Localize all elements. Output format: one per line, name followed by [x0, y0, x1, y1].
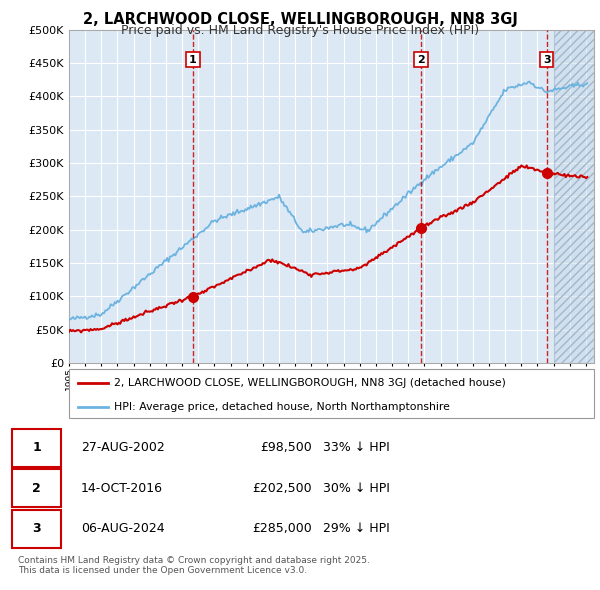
Text: 29% ↓ HPI: 29% ↓ HPI: [323, 522, 390, 535]
Text: 3: 3: [543, 54, 551, 64]
Text: £202,500: £202,500: [252, 481, 311, 495]
Text: 2: 2: [417, 54, 425, 64]
Text: Price paid vs. HM Land Registry's House Price Index (HPI): Price paid vs. HM Land Registry's House …: [121, 24, 479, 37]
FancyBboxPatch shape: [12, 428, 61, 467]
Text: 14-OCT-2016: 14-OCT-2016: [81, 481, 163, 495]
Text: 2: 2: [32, 481, 41, 495]
Text: 2, LARCHWOOD CLOSE, WELLINGBOROUGH, NN8 3GJ: 2, LARCHWOOD CLOSE, WELLINGBOROUGH, NN8 …: [83, 12, 517, 27]
Text: 1: 1: [189, 54, 197, 64]
FancyBboxPatch shape: [69, 369, 594, 418]
Text: 06-AUG-2024: 06-AUG-2024: [81, 522, 165, 535]
Text: 33% ↓ HPI: 33% ↓ HPI: [323, 441, 390, 454]
Text: 3: 3: [32, 522, 41, 535]
FancyBboxPatch shape: [12, 510, 61, 548]
Text: Contains HM Land Registry data © Crown copyright and database right 2025.
This d: Contains HM Land Registry data © Crown c…: [18, 556, 370, 575]
Text: 30% ↓ HPI: 30% ↓ HPI: [323, 481, 390, 495]
Text: £98,500: £98,500: [260, 441, 311, 454]
Text: 2, LARCHWOOD CLOSE, WELLINGBOROUGH, NN8 3GJ (detached house): 2, LARCHWOOD CLOSE, WELLINGBOROUGH, NN8 …: [113, 378, 505, 388]
FancyBboxPatch shape: [12, 469, 61, 507]
Text: HPI: Average price, detached house, North Northamptonshire: HPI: Average price, detached house, Nort…: [113, 402, 449, 412]
Text: £285,000: £285,000: [252, 522, 311, 535]
Text: 27-AUG-2002: 27-AUG-2002: [81, 441, 165, 454]
Text: 1: 1: [32, 441, 41, 454]
Bar: [554, 30, 594, 363]
Bar: [554, 30, 594, 363]
